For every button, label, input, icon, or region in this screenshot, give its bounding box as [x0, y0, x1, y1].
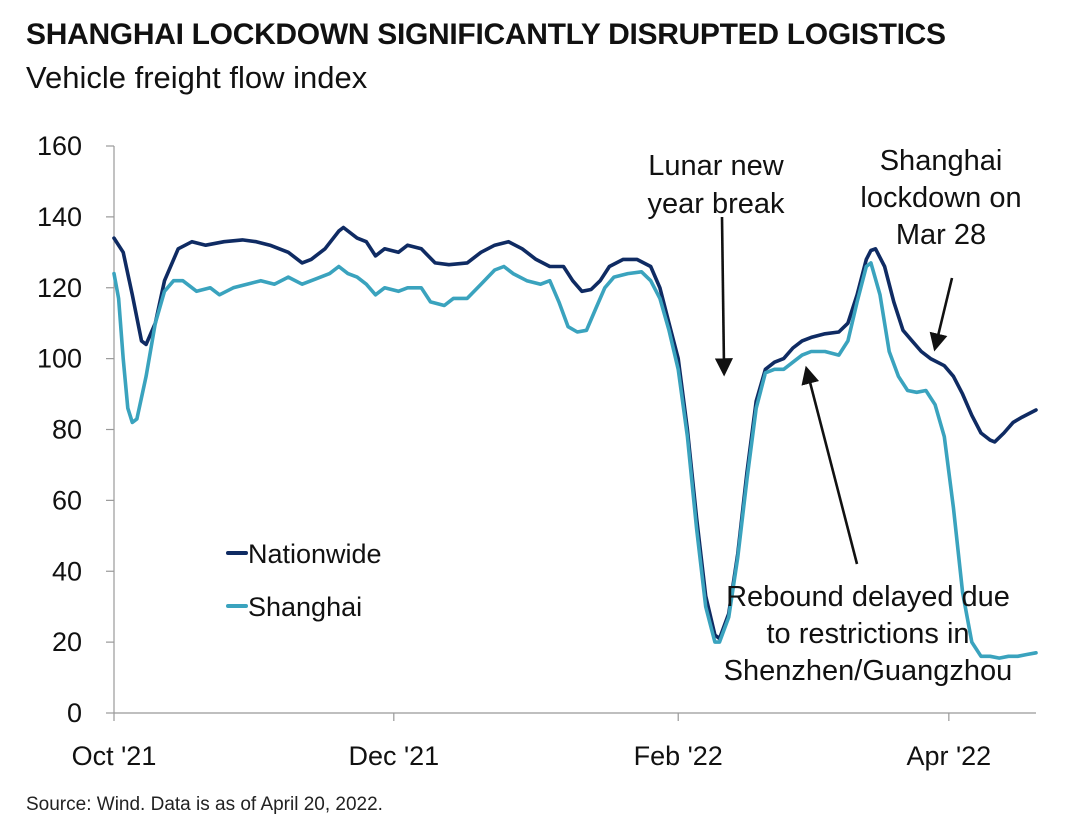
legend-label-shanghai: Shanghai: [248, 592, 362, 622]
y-tick-label: 0: [67, 698, 82, 728]
x-tick-label: Oct '21: [72, 741, 157, 771]
annotation-rebound-line: Shenzhen/Guangzhou: [724, 655, 1013, 687]
series-line-shanghai: [112, 261, 1038, 660]
chart-subtitle: Vehicle freight flow index: [26, 60, 368, 95]
chart-title: SHANGHAI LOCKDOWN SIGNIFICANTLY DISRUPTE…: [26, 18, 946, 51]
chart-annotations: Lunar new year break Shanghai lockdown on Ma…: [647, 145, 1021, 687]
series-lines: [112, 225, 1038, 660]
y-tick-label: 140: [37, 202, 82, 232]
y-tick-label: 160: [37, 131, 82, 161]
annotation-lockdown-line: lockdown on: [860, 182, 1021, 214]
annotation-lunar-line: Lunar new: [648, 150, 784, 182]
y-tick-label: 60: [52, 485, 82, 515]
series-line-nationwide: [112, 225, 1038, 641]
x-tick-label: Dec '21: [348, 741, 439, 771]
x-tick-label: Feb '22: [634, 741, 723, 771]
x-tick-label: Apr '22: [906, 741, 991, 771]
annotation-rebound-line: Rebound delayed due: [726, 581, 1010, 613]
y-tick-label: 120: [37, 273, 82, 303]
source-note: Source: Wind. Data is as of April 20, 20…: [26, 794, 383, 815]
legend-label-nationwide: Nationwide: [248, 539, 382, 569]
annotation-lockdown-arrow: [929, 277, 954, 352]
annotation-rebound-arrow: [801, 365, 859, 565]
y-tick-label: 40: [52, 556, 82, 586]
y-tick-label: 100: [37, 344, 82, 374]
chart-legend: Nationwide Shanghai: [226, 539, 382, 622]
y-tick-label: 20: [52, 627, 82, 657]
annotation-lunar-line: year break: [647, 188, 785, 220]
annotation-lockdown-line: Shanghai: [880, 145, 1003, 177]
annotation-rebound-line: to restrictions in: [766, 618, 969, 650]
chart-axes: 0 20 40 60 80 100 120 140 160 Oct '21 Dec '21 Feb '…: [37, 131, 1036, 771]
annotation-lunar-arrow: [714, 216, 733, 377]
annotation-lockdown-line: Mar 28: [896, 219, 986, 251]
y-tick-label: 80: [52, 415, 82, 445]
